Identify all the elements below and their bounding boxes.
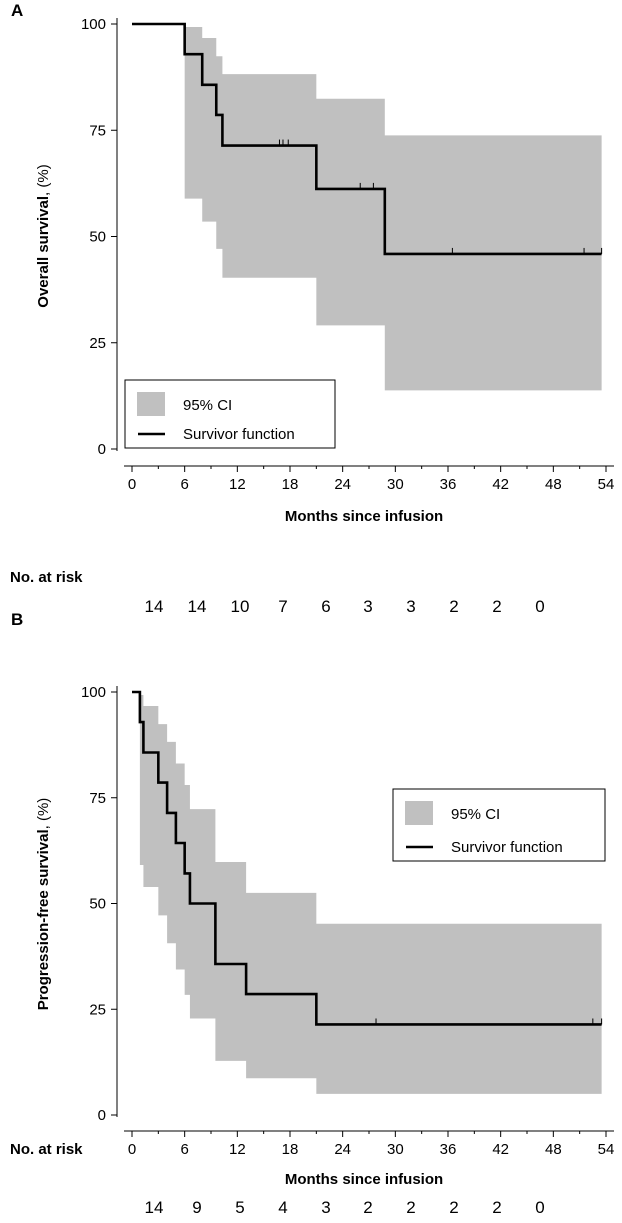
x-tick-label: 48 [545, 476, 562, 493]
y-axis-title-unit: , (%) [35, 798, 52, 830]
legend-ci-swatch [405, 801, 433, 825]
y-tick-label: 50 [89, 896, 106, 913]
y-tick-label: 0 [98, 1107, 106, 1124]
at-risk-count: 3 [406, 597, 415, 616]
y-tick-label: 50 [89, 229, 106, 246]
at-risk-count: 4 [278, 1198, 287, 1217]
x-tick-label: 18 [282, 476, 299, 493]
x-tick-label: 0 [128, 476, 136, 493]
y-axis-title-main: Progression-free survival [35, 829, 52, 1010]
x-tick-label: 42 [492, 1141, 509, 1158]
y-tick-label: 100 [81, 16, 106, 33]
ci-band [132, 24, 602, 391]
at-risk-title: No. at risk [10, 569, 83, 586]
x-tick-label: 36 [440, 476, 457, 493]
y-axis-title-main: Overall survival [35, 196, 52, 308]
y-tick-label: 25 [89, 1001, 106, 1018]
legend-ci-label: 95% CI [183, 397, 232, 414]
y-tick-label: 75 [89, 122, 106, 139]
x-tick-label: 12 [229, 1141, 246, 1158]
at-risk-count: 5 [235, 1198, 244, 1217]
y-axis-title-unit: , (%) [35, 164, 52, 196]
x-axis-title: Months since infusion [285, 508, 443, 525]
at-risk-count: 2 [363, 1198, 372, 1217]
at-risk-count: 14 [145, 1198, 164, 1217]
at-risk-count: 14 [145, 597, 164, 616]
x-tick-label: 36 [440, 1141, 457, 1158]
x-axis-title: Months since infusion [285, 1171, 443, 1188]
x-tick-label: 30 [387, 476, 404, 493]
at-risk-count: 3 [363, 597, 372, 616]
at-risk-count: 2 [406, 1198, 415, 1217]
x-tick-label: 30 [387, 1141, 404, 1158]
at-risk-count: 10 [231, 597, 250, 616]
legend: 95% CI Survivor function [124, 379, 336, 449]
y-tick-label: 75 [89, 790, 106, 807]
at-risk-title: No. at risk [10, 1141, 83, 1158]
x-tick-label: 12 [229, 476, 246, 493]
x-tick-label: 24 [334, 1141, 351, 1158]
legend-line-label: Survivor function [183, 426, 295, 443]
x-tick-label: 6 [180, 476, 188, 493]
y-tick-label: 0 [98, 441, 106, 458]
at-risk-count: 6 [321, 597, 330, 616]
legend-ci-swatch [137, 392, 165, 416]
at-risk-count: 3 [321, 1198, 330, 1217]
x-tick-label: 6 [180, 1141, 188, 1158]
survival-line [132, 690, 602, 1026]
at-risk-count: 9 [192, 1198, 201, 1217]
at-risk-count: 2 [492, 597, 501, 616]
x-tick-label: 0 [128, 1141, 136, 1158]
y-axis-title: Progression-free survival, (%) [35, 798, 52, 1011]
x-tick-label: 24 [334, 476, 351, 493]
legend-line-label: Survivor function [451, 839, 563, 856]
x-tick-label: 48 [545, 1141, 562, 1158]
at-risk-count: 7 [278, 597, 287, 616]
ci-band [132, 692, 602, 1094]
at-risk-count: 14 [188, 597, 207, 616]
legend-ci-label: 95% CI [451, 806, 500, 823]
y-tick-label: 100 [81, 684, 106, 701]
y-tick-label: 25 [89, 335, 106, 352]
at-risk-count: 2 [449, 597, 458, 616]
x-tick-label: 54 [598, 1141, 615, 1158]
legend: 95% CI Survivor function [392, 788, 606, 862]
at-risk-count: 0 [535, 597, 544, 616]
panel-letter: B [11, 610, 23, 629]
at-risk-count: 0 [535, 1198, 544, 1217]
x-tick-label: 18 [282, 1141, 299, 1158]
y-axis-title: Overall survival, (%) [35, 164, 52, 307]
at-risk-count: 2 [492, 1198, 501, 1217]
at-risk-count: 2 [449, 1198, 458, 1217]
x-tick-label: 42 [492, 476, 509, 493]
x-tick-label: 54 [598, 476, 615, 493]
panel-letter: A [11, 1, 23, 20]
